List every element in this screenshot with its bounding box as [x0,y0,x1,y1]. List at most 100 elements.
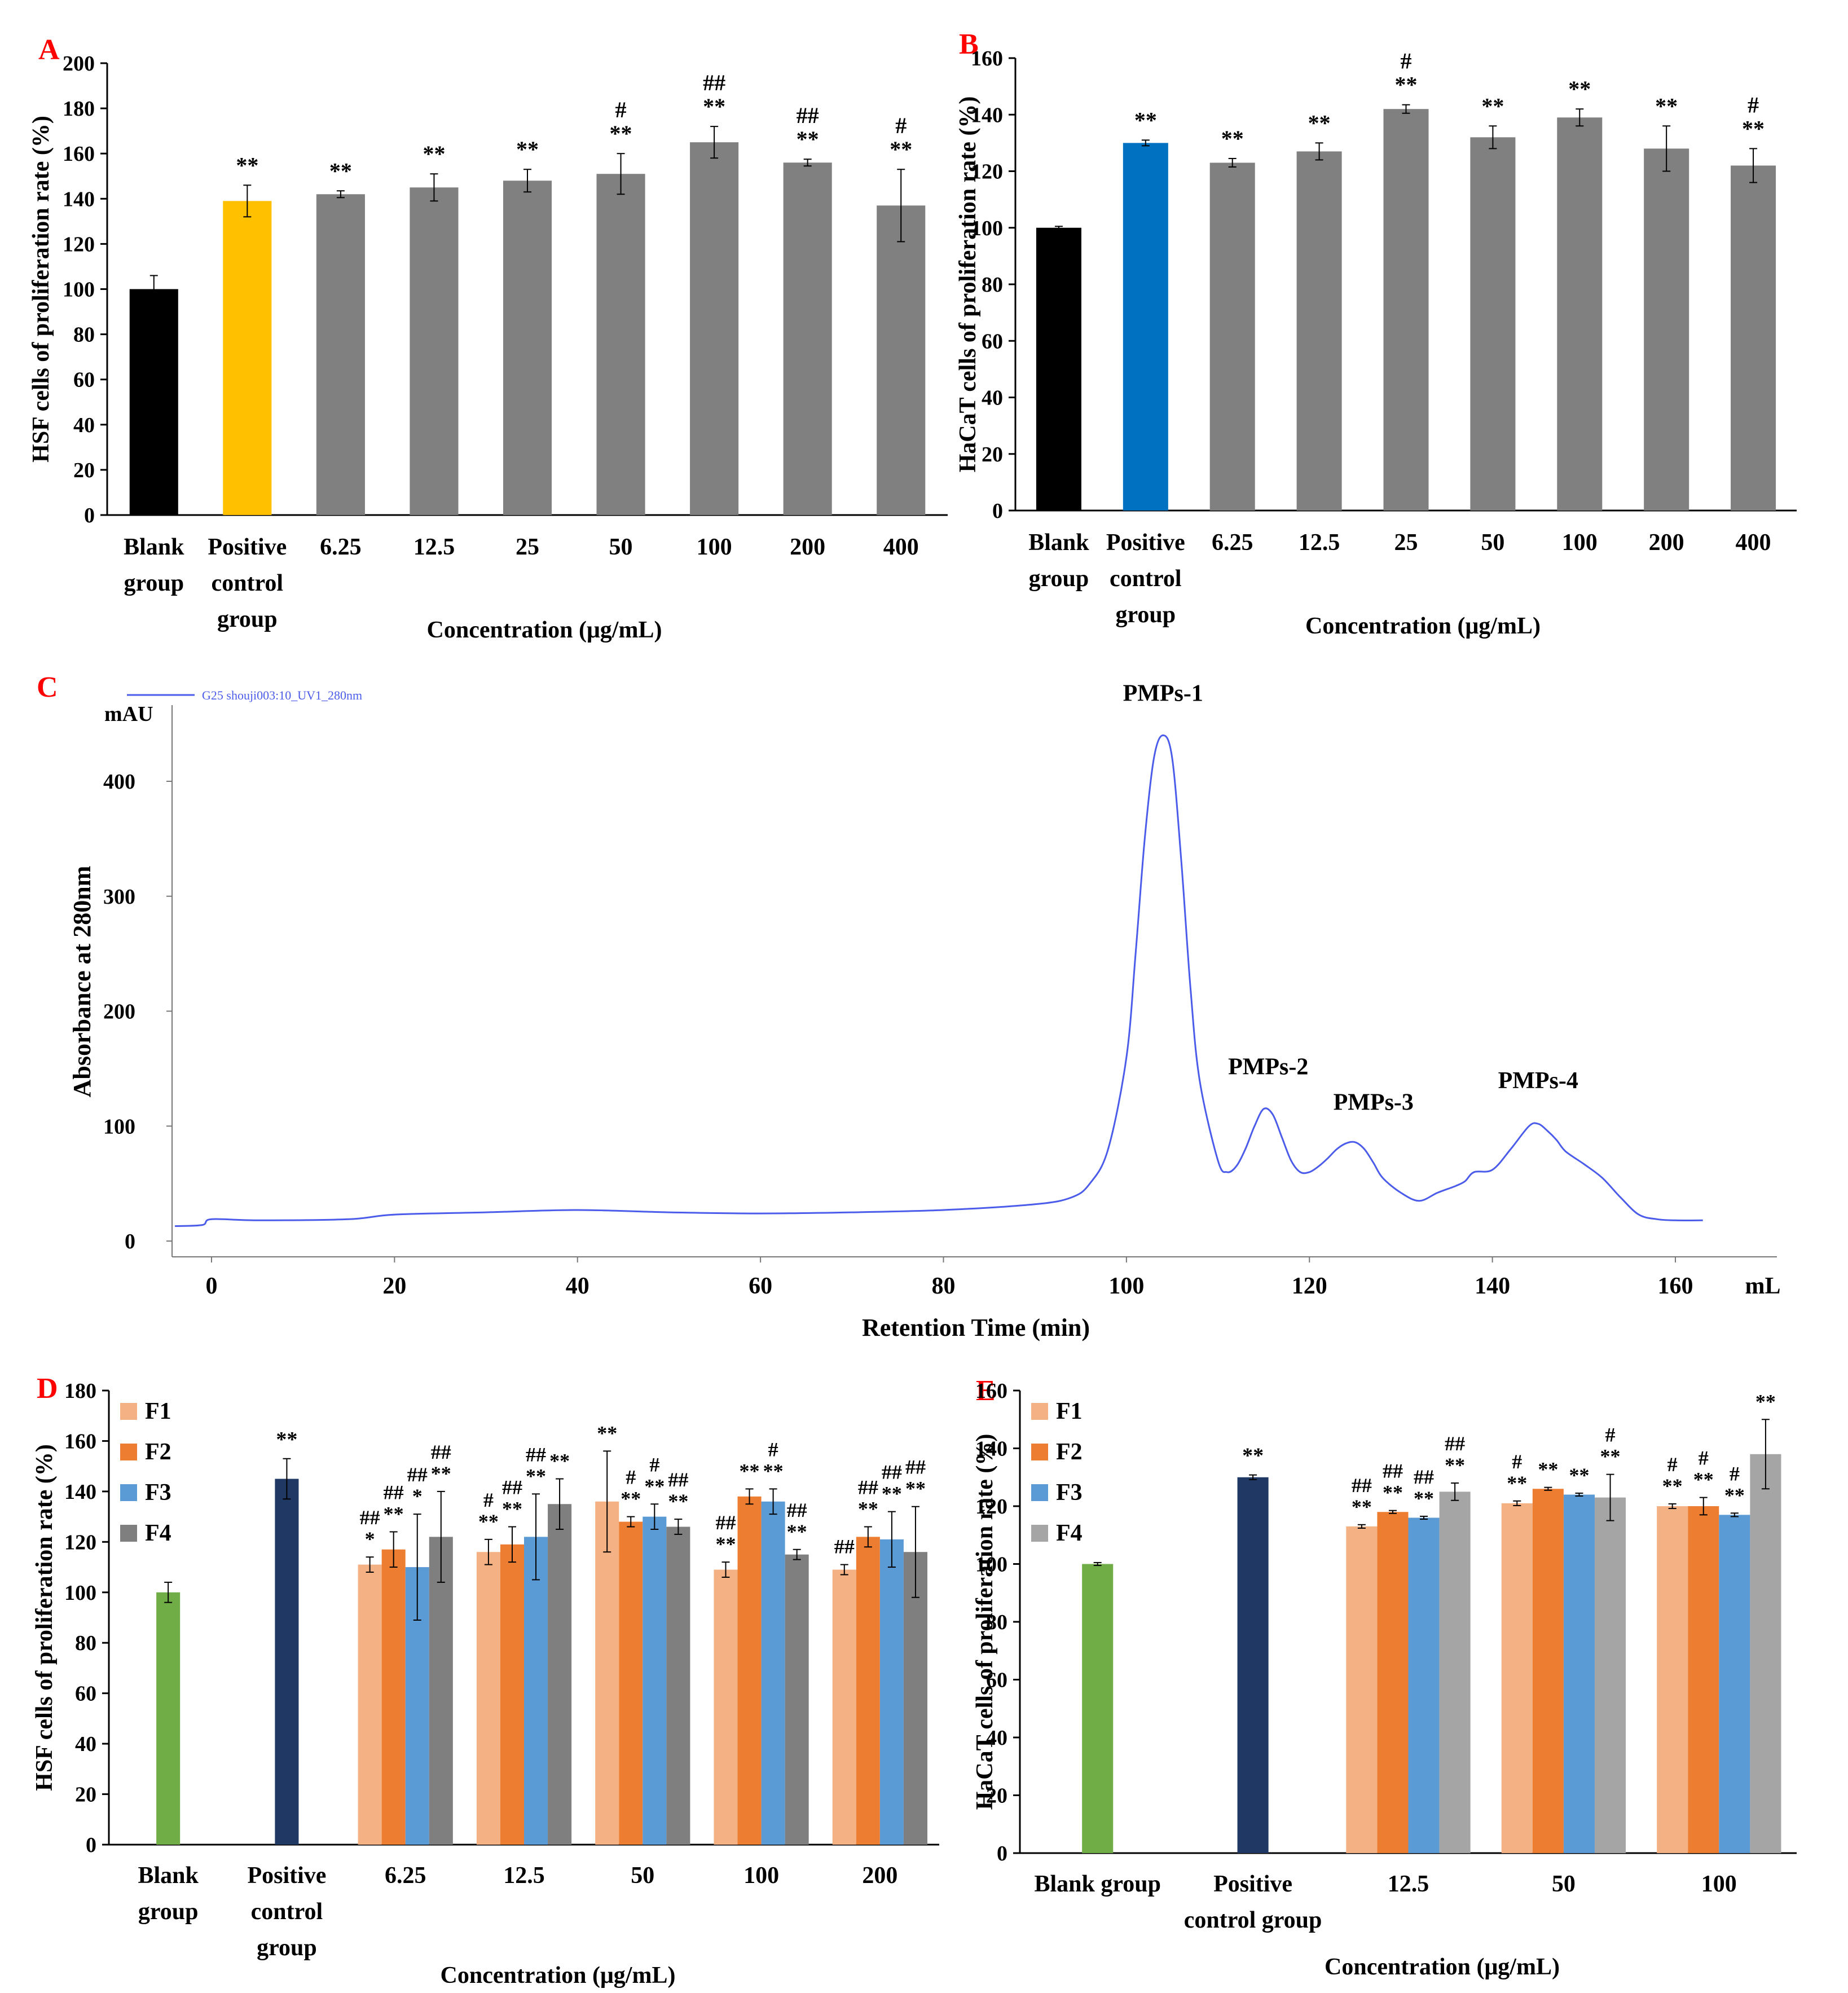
significance-annotation: ** [715,1533,736,1555]
legend-swatch-f1 [120,1403,137,1420]
significance-annotation: ** [1662,1475,1683,1497]
bar-f2 [737,1496,762,1845]
x-tick-label: 12.5 [503,1863,545,1889]
y-axis-title: HSF cells of proliferation rate (%) [28,116,54,463]
bar-f3 [879,1539,904,1845]
significance-annotation: ** [1724,1484,1745,1506]
significance-annotation: ** [516,137,539,162]
y-tick-label: 120 [63,232,95,256]
y-tick-label: 100 [971,217,1003,240]
hash-annotation: # [649,1453,659,1476]
y-tick-label: 200 [103,1000,135,1024]
panel-letter: A [38,34,60,66]
significance-annotation: ** [1507,1472,1527,1494]
significance-annotation: ** [1221,126,1244,151]
x-tick-label: 50 [631,1863,654,1889]
x-tick-label: Positive [1106,530,1185,556]
bar-f1 [1346,1526,1378,1853]
x-tick-label: 50 [609,534,633,560]
significance-annotation: ** [431,1462,451,1485]
x-tick-label: 200 [862,1863,897,1889]
significance-annotation: ** [703,94,725,119]
x-axis-title: Concentration (μg/mL) [1305,613,1541,639]
hash-annotation: ## [668,1468,688,1491]
significance-annotation: ** [882,1482,902,1505]
hash-annotation: # [1512,1450,1522,1473]
x-tick-label: control [1110,566,1182,592]
x-tick-label: 200 [790,534,825,560]
significance-annotation: ** [644,1475,665,1497]
x-tick-label: Blank [124,534,184,560]
bar [1557,117,1603,511]
x-tick-label: 25 [1394,530,1418,556]
y-tick-label: 180 [63,97,95,121]
x-tick-label: control [251,1899,323,1925]
x-tick-label: 0 [206,1273,218,1299]
hash-annotation: # [615,97,627,122]
legend-label: F4 [1056,1520,1083,1546]
significance-annotation: ** [740,1459,760,1482]
y-tick-label: 0 [86,1833,96,1857]
x-axis-title: Concentration (μg/mL) [1325,1954,1560,1980]
y-tick-label: 160 [971,47,1003,71]
bar-f1 [358,1564,382,1845]
bar [410,187,459,515]
hash-annotation: ## [905,1456,926,1479]
bar [690,142,739,516]
hash-annotation: ## [1352,1474,1372,1497]
legend-label: F2 [145,1439,171,1465]
x-tick-label: 50 [1481,530,1504,556]
x-unit-label: mL [1745,1273,1781,1299]
x-tick-label: 6.25 [1212,530,1253,556]
bar-f4 [666,1526,690,1845]
significance-annotation: ** [1538,1458,1558,1481]
significance-annotation: ** [384,1502,404,1525]
x-tick-label: group [124,570,184,596]
significance-annotation: ** [1395,72,1418,98]
bar-f4 [1439,1492,1471,1853]
x-tick-label: 200 [1649,530,1684,556]
x-tick-label: group [1116,602,1176,628]
bar-f4 [548,1504,572,1845]
x-tick-label: 120 [1292,1273,1327,1299]
legend-swatch-f4 [1031,1525,1048,1542]
hash-annotation: ## [502,1476,522,1499]
bar [316,194,365,515]
x-tick-label: 12.5 [1388,1871,1429,1897]
panel-letter: E [976,1375,996,1407]
y-tick-label: 60 [982,329,1003,353]
x-axis-title: Concentration (μg/mL) [441,1963,676,1988]
bar-f4 [1750,1454,1781,1853]
hash-annotation: # [895,113,907,138]
y-tick-label: 100 [103,1115,135,1138]
x-tick-label: control [212,570,284,596]
chromatogram-trace [175,734,1703,1227]
x-axis-title: Retention Time (min) [862,1314,1090,1341]
y-axis-title: Absorbance at 280nm [68,866,96,1098]
x-tick-label: Positive [1213,1871,1292,1897]
y-tick-label: 60 [986,1669,1007,1692]
y-tick-label: 100 [63,278,95,302]
hash-annotation: # [1748,92,1759,117]
bar-f2 [1688,1506,1719,1853]
bar [156,1592,181,1845]
x-tick-label: 140 [1475,1273,1510,1299]
hash-annotation: # [1605,1424,1616,1446]
significance-annotation: ** [905,1477,926,1500]
y-tick-label: 140 [64,1480,96,1504]
y-tick-label: 40 [982,386,1003,410]
significance-annotation: ** [610,121,632,146]
x-tick-label: 12.5 [413,534,455,560]
significance-annotation: ** [1242,1444,1264,1468]
bar [275,1479,299,1845]
bar [1209,162,1255,511]
y-unit-label: mAU [104,702,153,726]
hash-annotation: ## [1445,1432,1465,1455]
peak-label: PMPs-4 [1498,1068,1578,1094]
significance-annotation: * [365,1528,375,1550]
bar [1383,109,1429,511]
y-tick-label: 60 [73,368,95,392]
x-tick-label: 160 [1658,1273,1693,1299]
y-tick-label: 20 [986,1784,1007,1808]
x-tick-label: group [257,1935,317,1961]
